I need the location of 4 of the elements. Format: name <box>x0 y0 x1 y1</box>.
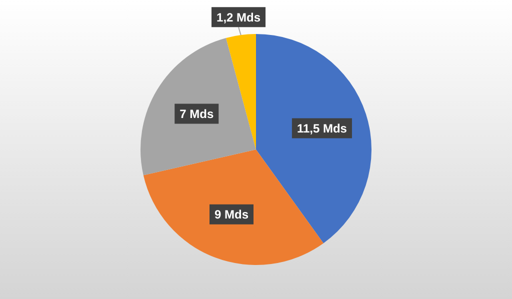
data-label: 11,5 Mds <box>296 122 348 136</box>
data-label: 1,2 Mds <box>216 10 261 24</box>
data-label: 7 Mds <box>180 107 214 122</box>
data-label: 9 Mds <box>214 208 249 222</box>
